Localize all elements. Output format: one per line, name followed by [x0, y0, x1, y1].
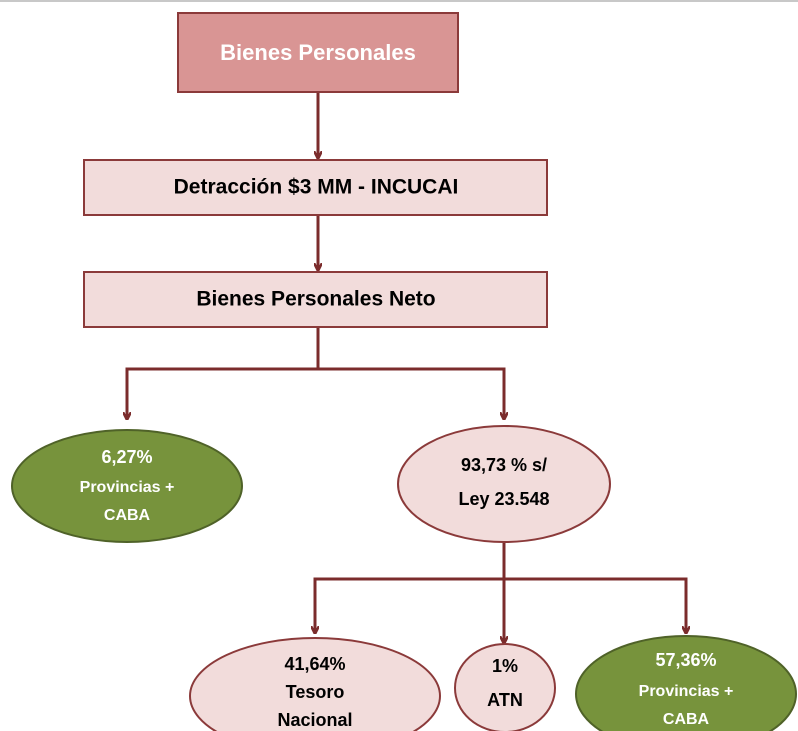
- node-label: Bienes Personales Neto: [196, 288, 435, 311]
- ellipse: [454, 643, 556, 731]
- connectors: [127, 92, 686, 642]
- node-label: Ley 23.548: [458, 489, 549, 509]
- box: [83, 271, 548, 328]
- node-label: CABA: [663, 711, 710, 728]
- node-label: 1%: [492, 656, 518, 676]
- node-label: 93,73 % s/: [461, 455, 547, 475]
- node-label: Provincias +: [80, 479, 175, 496]
- ellipse: [11, 429, 243, 543]
- ellipse: [189, 637, 441, 731]
- node-label: Detracción $3 MM - INCUCAI: [174, 176, 459, 199]
- node-label: ATN: [487, 690, 523, 710]
- ellipse: [575, 635, 797, 731]
- node-label: CABA: [104, 507, 151, 524]
- node-label: 6,27%: [101, 447, 152, 467]
- arrow: [318, 367, 504, 418]
- arrow: [504, 577, 686, 632]
- box: [83, 159, 548, 216]
- node-label: 57,36%: [655, 650, 716, 670]
- box: [177, 12, 459, 93]
- node-label: Bienes Personales: [220, 40, 416, 65]
- ellipse: [397, 425, 611, 543]
- node-label: Nacional: [277, 710, 352, 730]
- arrow: [315, 543, 506, 632]
- node-label: 41,64%: [284, 654, 345, 674]
- arrow: [127, 327, 320, 418]
- node-label: Provincias +: [639, 683, 734, 700]
- node-label: Tesoro: [286, 682, 345, 702]
